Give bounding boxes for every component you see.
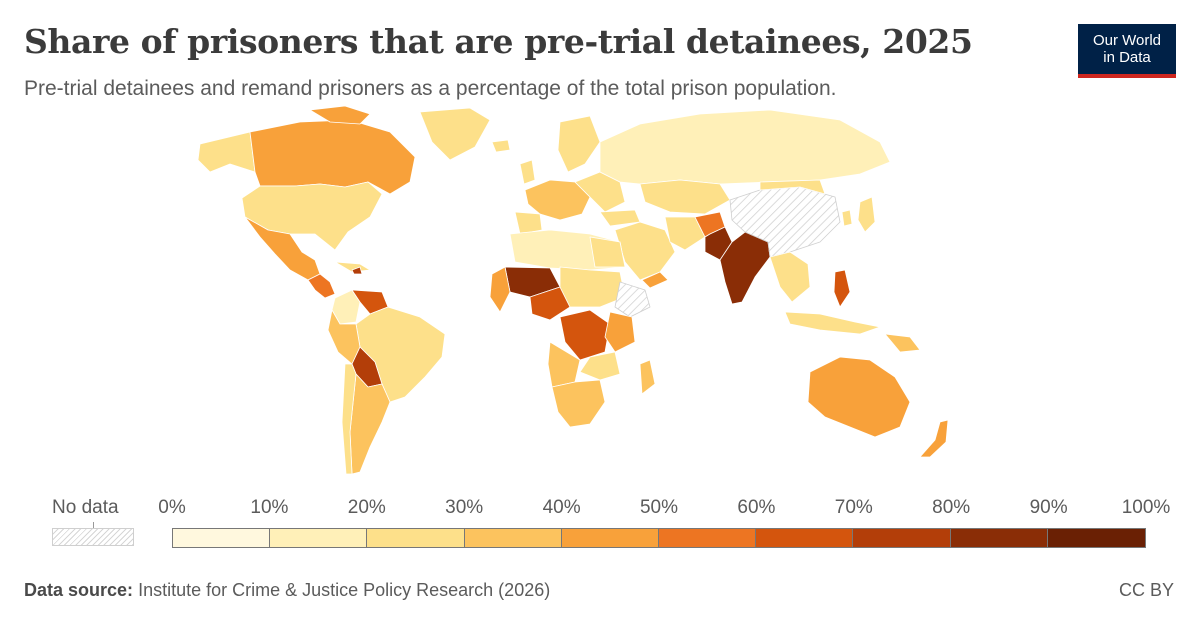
legend-bin-6[interactable] [756, 529, 854, 547]
legend-bin-1[interactable] [270, 529, 368, 547]
map-region-east-africa[interactable] [604, 311, 636, 353]
legend-tick-label: 10% [250, 497, 289, 518]
map-region-scandinavia[interactable] [557, 115, 601, 173]
chart-title: Share of prisoners that are pre-trial de… [24, 22, 973, 61]
map-region-iceland[interactable] [491, 139, 511, 153]
map-region-canada-arctic[interactable] [309, 105, 371, 125]
legend-tick-label: 80% [932, 497, 971, 518]
legend-no-data-tick [93, 522, 94, 528]
legend-tick-label: 50% [639, 497, 679, 518]
legend-bin-0[interactable] [173, 529, 271, 547]
map-region-west-africa[interactable] [489, 266, 511, 313]
map-region-philippines[interactable] [833, 269, 851, 308]
map-region-chad-sudan[interactable] [559, 266, 626, 308]
chart-subtitle: Pre-trial detainees and remand prisoners… [24, 77, 837, 100]
map-region-papua-new-guinea[interactable] [884, 333, 921, 353]
map-region-mongolia[interactable] [759, 179, 826, 195]
map-region-argentina[interactable] [349, 373, 391, 475]
map-region-egypt[interactable] [589, 236, 626, 268]
map-region-ethiopia[interactable] [614, 281, 651, 318]
legend-no-data-label: No data [52, 497, 119, 518]
map-region-alaska[interactable] [197, 131, 256, 173]
legend-bin-8[interactable] [950, 529, 1048, 547]
map-region-kazakhstan[interactable] [639, 179, 731, 215]
legend-tick-label: 100% [1121, 497, 1171, 518]
legend-tick-label: 0% [158, 497, 186, 518]
map-region-nigeria[interactable] [529, 286, 571, 321]
map-region-haiti[interactable] [351, 266, 363, 275]
map-region-canada[interactable] [249, 119, 416, 195]
map-region-southern-africa[interactable] [551, 379, 606, 428]
legend-tick-label: 40% [542, 497, 581, 518]
map-region-korea[interactable] [841, 209, 853, 227]
map-region-japan[interactable] [857, 196, 876, 233]
map-region-indonesia[interactable] [784, 311, 881, 335]
map-region-dr-congo[interactable] [559, 309, 611, 361]
map-region-new-zealand[interactable] [919, 419, 949, 458]
data-source: Data source: Institute for Crime & Justi… [24, 580, 550, 601]
map-region-yemen[interactable] [641, 271, 669, 289]
map-region-chile[interactable] [341, 363, 357, 475]
map-region-madagascar[interactable] [639, 359, 656, 395]
license-label[interactable]: CC BY [1118, 580, 1174, 600]
owid-logo[interactable]: Our World in Data [1078, 24, 1176, 78]
legend-bin-7[interactable] [853, 529, 951, 547]
legend-no-data-swatch[interactable] [52, 528, 134, 546]
logo-line-1: Our World [1092, 32, 1162, 49]
legend-bin-3[interactable] [464, 529, 562, 547]
data-source-text[interactable]: Institute for Crime & Justice Policy Res… [138, 580, 551, 600]
map-region-iberia[interactable] [514, 211, 543, 235]
legend-tick-label: 20% [347, 497, 386, 518]
map-region-southeast-asia[interactable] [769, 251, 811, 303]
map-region-russia[interactable] [599, 109, 891, 185]
logo-line-2: in Data [1103, 49, 1151, 66]
legend-tick-label: 30% [445, 497, 484, 518]
data-source-label: Data source: [24, 580, 134, 600]
map-region-middle-east[interactable] [614, 221, 676, 281]
legend-tick-label: 90% [1029, 497, 1068, 518]
legend-color-scale[interactable] [172, 528, 1146, 548]
legend-bin-4[interactable] [561, 529, 660, 547]
map-region-uk[interactable] [519, 159, 536, 185]
map-region-india[interactable] [719, 231, 771, 305]
map-region-mozambique[interactable] [579, 351, 621, 381]
map-region-western-europe[interactable] [524, 179, 591, 221]
map-region-australia[interactable] [807, 356, 911, 438]
legend-tick-label: 60% [737, 497, 776, 518]
legend-bin-2[interactable] [367, 529, 465, 547]
legend-bin-9[interactable] [1047, 529, 1146, 547]
world-map [197, 105, 949, 475]
map-region-greenland[interactable] [419, 107, 491, 161]
legend-tick-label: 70% [834, 497, 873, 518]
map-region-caribbean[interactable] [334, 261, 371, 273]
legend-bin-5[interactable] [659, 529, 757, 547]
map-region-central-america[interactable] [307, 273, 336, 299]
map-region-iran[interactable] [664, 216, 706, 251]
